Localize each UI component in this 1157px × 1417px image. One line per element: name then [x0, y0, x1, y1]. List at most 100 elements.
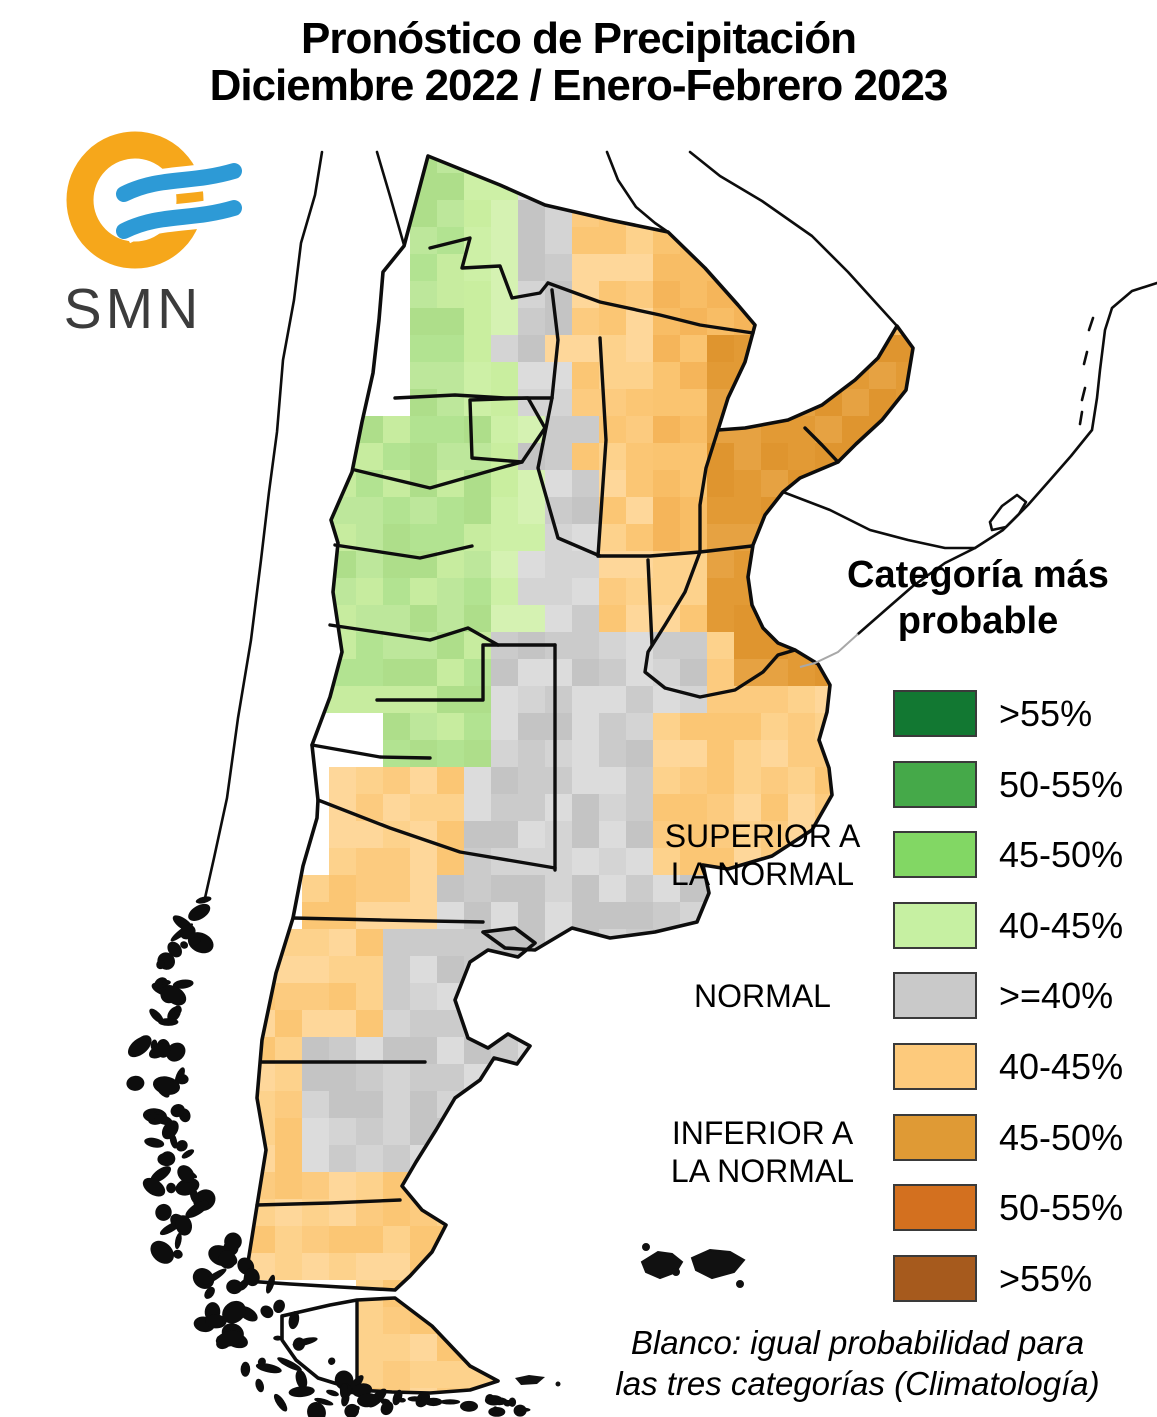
forecast-cell: [545, 1010, 573, 1038]
forecast-cell: [572, 308, 600, 336]
forecast-cell: [923, 200, 951, 228]
forecast-cell: [140, 497, 168, 525]
forecast-cell: [734, 713, 762, 741]
forecast-cell: [140, 389, 168, 417]
forecast-cell: [383, 1280, 411, 1308]
forecast-cell: [302, 659, 330, 687]
forecast-cell: [599, 1145, 627, 1173]
forecast-cell: [707, 335, 735, 363]
forecast-cell: [626, 1199, 654, 1227]
forecast-cell: [329, 200, 357, 228]
forecast-cell: [140, 848, 168, 876]
forecast-cell: [356, 578, 384, 606]
forecast-cell: [761, 1199, 789, 1227]
forecast-cell: [464, 200, 492, 228]
forecast-cell: [275, 821, 303, 849]
forecast-cell: [869, 470, 897, 498]
forecast-cell: [245, 254, 249, 282]
forecast-cell: [248, 281, 276, 309]
fjord-island-speckle: [189, 1187, 199, 1204]
forecast-cell: [248, 497, 276, 525]
fjord-island-speckle: [273, 1299, 285, 1313]
forecast-cell: [167, 821, 195, 849]
province-boundary-line: [291, 916, 485, 924]
forecast-cell: [329, 686, 357, 714]
forecast-cell: [491, 156, 519, 174]
forecast-cell: [761, 659, 789, 687]
forecast-cell: [275, 605, 303, 633]
forecast-cell: [599, 1091, 627, 1119]
forecast-cell: [842, 254, 870, 282]
forecast-cell: [491, 821, 519, 849]
country-outline-line: [688, 150, 899, 328]
forecast-cell: [383, 956, 411, 984]
legend-item: >55%: [893, 690, 1153, 737]
forecast-cell: [167, 578, 195, 606]
fjord-island-speckle: [292, 1337, 306, 1351]
forecast-cell: [572, 578, 600, 606]
forecast-cell: [491, 1361, 519, 1389]
forecast-cell: [410, 281, 438, 309]
country-outline-line: [988, 493, 1028, 532]
forecast-cell: [410, 416, 438, 444]
forecast-cell: [599, 308, 627, 336]
forecast-cell: [275, 173, 303, 201]
forecast-cell: [842, 443, 870, 471]
forecast-cell: [437, 1064, 465, 1092]
forecast-cell: [896, 875, 913, 903]
forecast-cell: [275, 848, 303, 876]
forecast-cell: [275, 497, 303, 525]
fjord-island-speckle: [277, 1357, 302, 1372]
forecast-cell: [464, 497, 492, 525]
forecast-cell: [653, 497, 681, 525]
forecast-cell: [167, 1307, 195, 1335]
forecast-cell: [626, 632, 654, 660]
forecast-cell: [140, 1334, 168, 1362]
forecast-cell: [383, 524, 411, 552]
forecast-cell: [734, 1199, 762, 1227]
forecast-cell: [572, 686, 600, 714]
forecast-cell: [410, 1064, 438, 1092]
forecast-cell: [248, 1064, 276, 1092]
forecast-cell: [869, 389, 897, 417]
forecast-cell: [599, 929, 627, 957]
forecast-cell: [194, 1118, 222, 1146]
forecast-cell: [545, 1091, 573, 1119]
forecast-cell: [653, 713, 681, 741]
legend-item: 40-45%: [893, 1043, 1153, 1090]
forecast-cell: [356, 443, 384, 471]
forecast-cell: [599, 254, 627, 282]
forecast-cell: [275, 1064, 303, 1092]
forecast-cell: [167, 281, 195, 309]
forecast-cell: [383, 443, 411, 471]
forecast-cell: [248, 416, 276, 444]
forecast-cell: [896, 200, 913, 228]
forecast-cell: [245, 1037, 249, 1065]
forecast-cell: [248, 389, 276, 417]
forecast-cell: [626, 686, 654, 714]
forecast-cell: [356, 875, 384, 903]
forecast-cell: [248, 767, 276, 795]
forecast-cell: [464, 1118, 492, 1146]
forecast-cell: [761, 686, 789, 714]
forecast-cell: [680, 173, 708, 201]
forecast-cell: [518, 578, 546, 606]
forecast-cell: [464, 821, 492, 849]
forecast-cell: [383, 1307, 411, 1335]
forecast-cell: [248, 659, 276, 687]
forecast-cell: [437, 281, 465, 309]
forecast-cell: [383, 1145, 411, 1173]
forecast-cell: [140, 686, 168, 714]
forecast-cell: [410, 1091, 438, 1119]
forecast-cell: [626, 281, 654, 309]
forecast-cell: [245, 578, 249, 606]
forecast-cell: [356, 200, 384, 228]
fjord-island-speckle: [192, 1268, 215, 1289]
forecast-cell: [734, 767, 762, 795]
legend-title: Categoría más probable: [847, 554, 1109, 642]
fjord-island-speckle: [424, 1397, 443, 1407]
forecast-cell: [707, 200, 735, 228]
forecast-cell: [356, 929, 384, 957]
forecast-cell: [707, 740, 735, 768]
fjord-island-speckle: [185, 1200, 209, 1218]
